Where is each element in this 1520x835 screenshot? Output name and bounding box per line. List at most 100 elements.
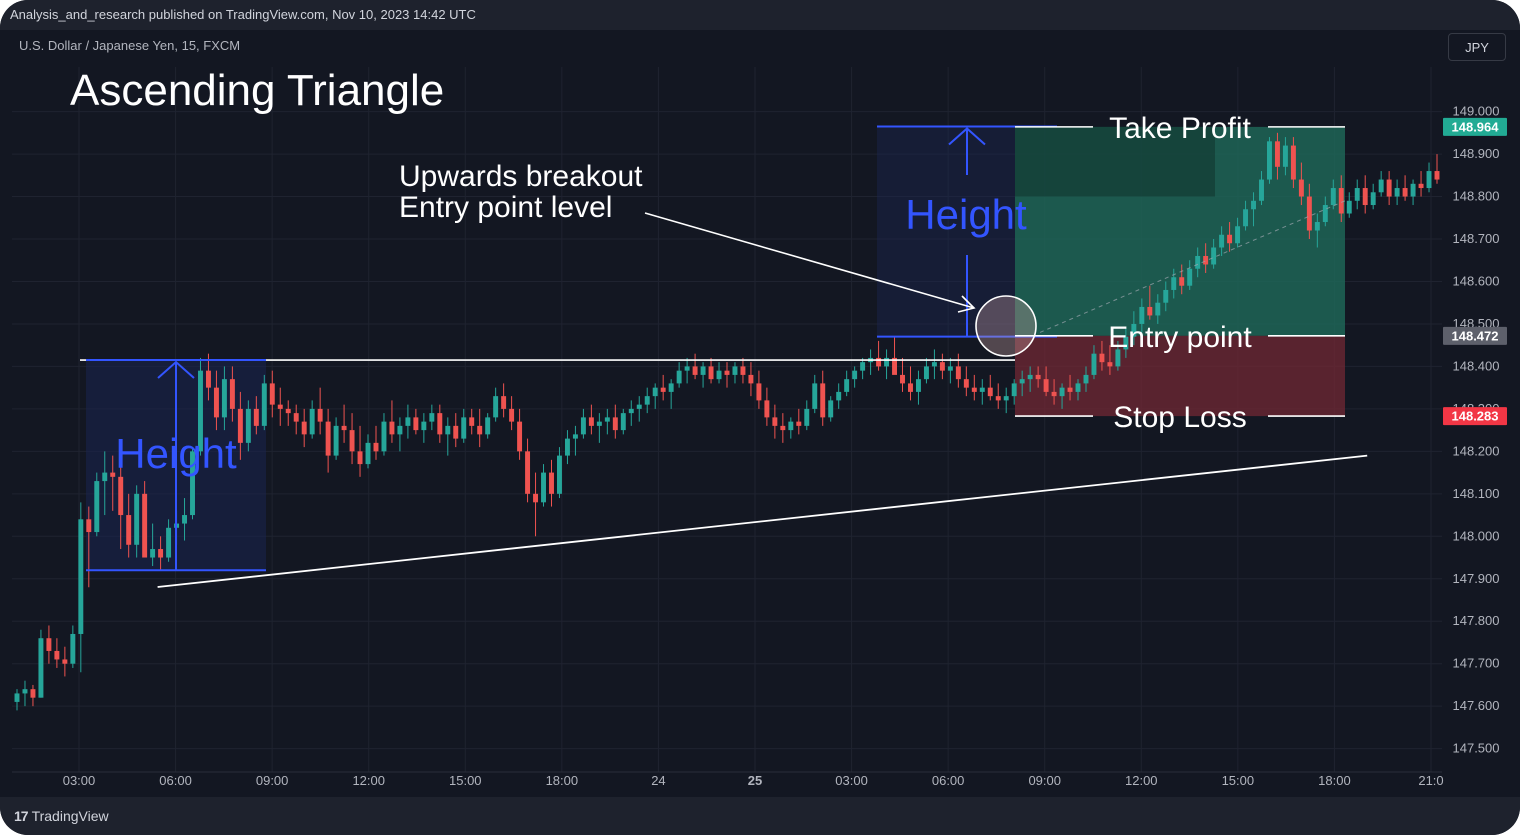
candle-body: [1139, 306, 1145, 324]
time-tick-label: 12:00: [1125, 773, 1158, 788]
candle: [1123, 328, 1129, 358]
candle: [1354, 179, 1360, 210]
entry-badge-bg: [1443, 326, 1507, 345]
tradingview-logo[interactable]: 17 TradingView: [14, 808, 109, 824]
candle: [1203, 243, 1209, 273]
candle-body: [14, 693, 20, 702]
candle-body: [1330, 188, 1336, 206]
candle: [1147, 285, 1153, 320]
candle-body: [261, 383, 267, 426]
candle-body: [1434, 171, 1440, 180]
candle-body: [150, 549, 156, 558]
candle-body: [820, 383, 826, 418]
candle: [213, 370, 219, 431]
candle: [876, 340, 882, 371]
candle: [764, 387, 770, 426]
candle: [644, 387, 650, 414]
candle-body: [588, 417, 594, 426]
candle-body: [1338, 188, 1344, 214]
candle: [1059, 383, 1065, 409]
candle: [1035, 366, 1041, 388]
candle-body: [126, 515, 132, 545]
candle: [1027, 366, 1033, 392]
candle: [892, 336, 898, 375]
candle: [453, 413, 459, 448]
candle-body: [955, 366, 961, 380]
stop-loss-badge-value: 148.283: [1452, 409, 1499, 424]
candle: [884, 349, 890, 380]
candle: [1282, 137, 1288, 176]
symbol-info: U.S. Dollar / Japanese Yen, 15, FXCM: [19, 38, 241, 53]
time-axis: 03:00 06:00 09:00 12:00 15:00 18:00 24 25 03:00 0…: [12, 771, 1444, 788]
candle: [381, 413, 387, 456]
candle-body: [1282, 145, 1288, 167]
candle-body: [198, 370, 203, 452]
candle: [229, 366, 235, 422]
candle-body: [166, 527, 172, 558]
projected-height-label: Height: [905, 191, 1027, 238]
time-tick-label: 06:00: [932, 773, 965, 788]
time-tick-label: 21:0: [1418, 773, 1443, 788]
candle-body: [628, 408, 634, 414]
candle: [844, 370, 850, 397]
candle-body: [931, 362, 937, 367]
candle: [1370, 183, 1376, 210]
time-tick-label: 18:00: [546, 773, 579, 788]
candle: [461, 408, 467, 443]
candle-body: [118, 476, 124, 516]
candle-body: [1290, 145, 1296, 180]
candle: [1322, 196, 1328, 227]
candle: [150, 523, 156, 567]
candle-body: [102, 472, 108, 482]
candle-body: [389, 421, 395, 435]
candle-body: [253, 408, 259, 426]
stop-loss-label: Stop Loss: [1113, 401, 1246, 434]
candle-body: [22, 689, 28, 694]
publish-bar: Analysis_and_research published on Tradi…: [0, 0, 1520, 30]
candle: [1195, 247, 1201, 278]
candle: [556, 447, 562, 499]
candle-body: [293, 413, 299, 422]
candle-body: [772, 417, 778, 426]
candle: [620, 408, 626, 435]
candle: [102, 451, 108, 516]
candle-body: [1171, 277, 1177, 290]
candle: [397, 417, 403, 452]
candle: [317, 387, 323, 435]
candle: [724, 362, 730, 388]
candle-body: [796, 421, 802, 426]
candle: [564, 430, 570, 465]
candle-body: [94, 481, 100, 533]
candle: [1314, 213, 1320, 248]
time-tick-label: 06:00: [159, 773, 192, 788]
candle-body: [30, 689, 36, 698]
currency-button[interactable]: JPY: [1448, 33, 1506, 61]
candle: [237, 391, 243, 460]
candle: [293, 404, 299, 435]
price-tick-label: 148.700: [1453, 231, 1500, 246]
candle: [541, 464, 546, 507]
candle: [205, 353, 211, 401]
candle: [445, 417, 451, 456]
price-tick-label: 149.000: [1453, 104, 1500, 119]
candle: [301, 408, 307, 448]
candle: [915, 370, 921, 405]
candle: [269, 370, 275, 418]
price-tick-label: 148.100: [1453, 486, 1500, 501]
candle: [708, 357, 714, 384]
candle: [477, 408, 483, 448]
candle: [1019, 370, 1025, 397]
candle-body: [1003, 396, 1009, 401]
candle-body: [804, 408, 810, 426]
candle-body: [1227, 234, 1233, 244]
candle: [118, 459, 124, 550]
candle: [939, 353, 945, 380]
time-tick-label: 09:00: [256, 773, 289, 788]
candle: [732, 362, 738, 384]
candle-body: [517, 421, 523, 452]
candle: [517, 408, 523, 460]
candle-body: [652, 387, 658, 397]
tradingview-brand: TradingView: [31, 808, 109, 824]
candle: [979, 379, 985, 405]
